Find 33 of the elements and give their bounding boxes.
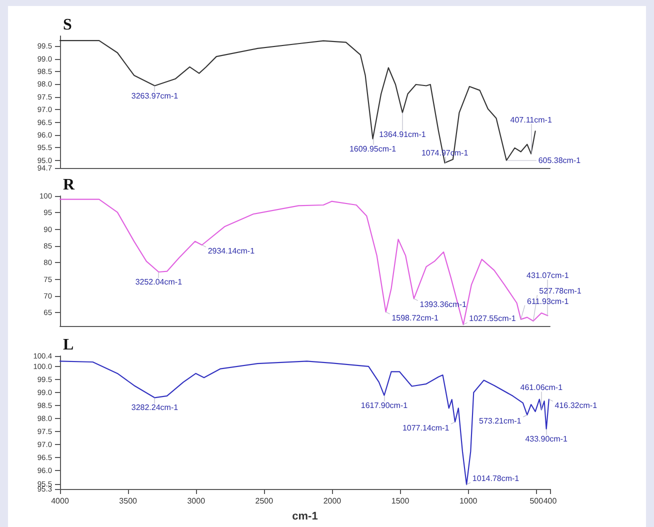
annotation: 3252.04cm-1 bbox=[135, 278, 183, 286]
x-axis-title: cm-1 bbox=[292, 510, 318, 522]
annotation: 573.21cm-1 bbox=[479, 416, 522, 426]
annotation: 1077.14cm-1 bbox=[402, 423, 450, 432]
x-tick-label: 2000 bbox=[323, 496, 342, 506]
annotation: 611.93cm-1 bbox=[527, 296, 570, 306]
annotation: 3282.24cm-1 bbox=[131, 403, 179, 412]
chart-title: S bbox=[63, 16, 72, 34]
annotation: 1598.72cm-1 bbox=[392, 314, 439, 322]
annotation: 3263.97cm-1 bbox=[131, 91, 179, 100]
annotation: 1617.90cm-1 bbox=[360, 400, 408, 410]
annotation: 431.07cm-1 bbox=[526, 271, 570, 280]
x-tick-label: 500 bbox=[530, 496, 544, 506]
chart-title: L bbox=[63, 336, 74, 354]
x-tick-label: 1000 bbox=[459, 496, 478, 506]
annotation: 1014.78cm-1 bbox=[472, 474, 520, 484]
annotation: 605.38cm-1 bbox=[538, 156, 582, 165]
x-tick-label: 3500 bbox=[119, 496, 138, 506]
x-tick-label: 3000 bbox=[187, 496, 206, 506]
annotation: 1364.91cm-1 bbox=[379, 130, 426, 140]
x-tick-label: 400 bbox=[543, 496, 558, 506]
annotation: 1609.95cm-1 bbox=[349, 144, 397, 154]
annotation: 461.06cm-1 bbox=[520, 383, 564, 392]
annotation: 407.11cm-1 bbox=[510, 115, 552, 124]
x-tick-label: 2500 bbox=[255, 496, 274, 506]
chart-title: R bbox=[63, 176, 75, 194]
annotation: 2934.14cm-1 bbox=[208, 246, 256, 256]
annotation: 416.32cm-1 bbox=[554, 400, 598, 410]
x-tick-label: 4000 bbox=[51, 496, 70, 506]
annotation: 1027.55cm-1 bbox=[469, 314, 516, 324]
annotation: 527.78cm-1 bbox=[539, 286, 582, 296]
x-tick-label: 1500 bbox=[391, 496, 410, 506]
annotation: 433.90cm-1 bbox=[525, 434, 568, 444]
